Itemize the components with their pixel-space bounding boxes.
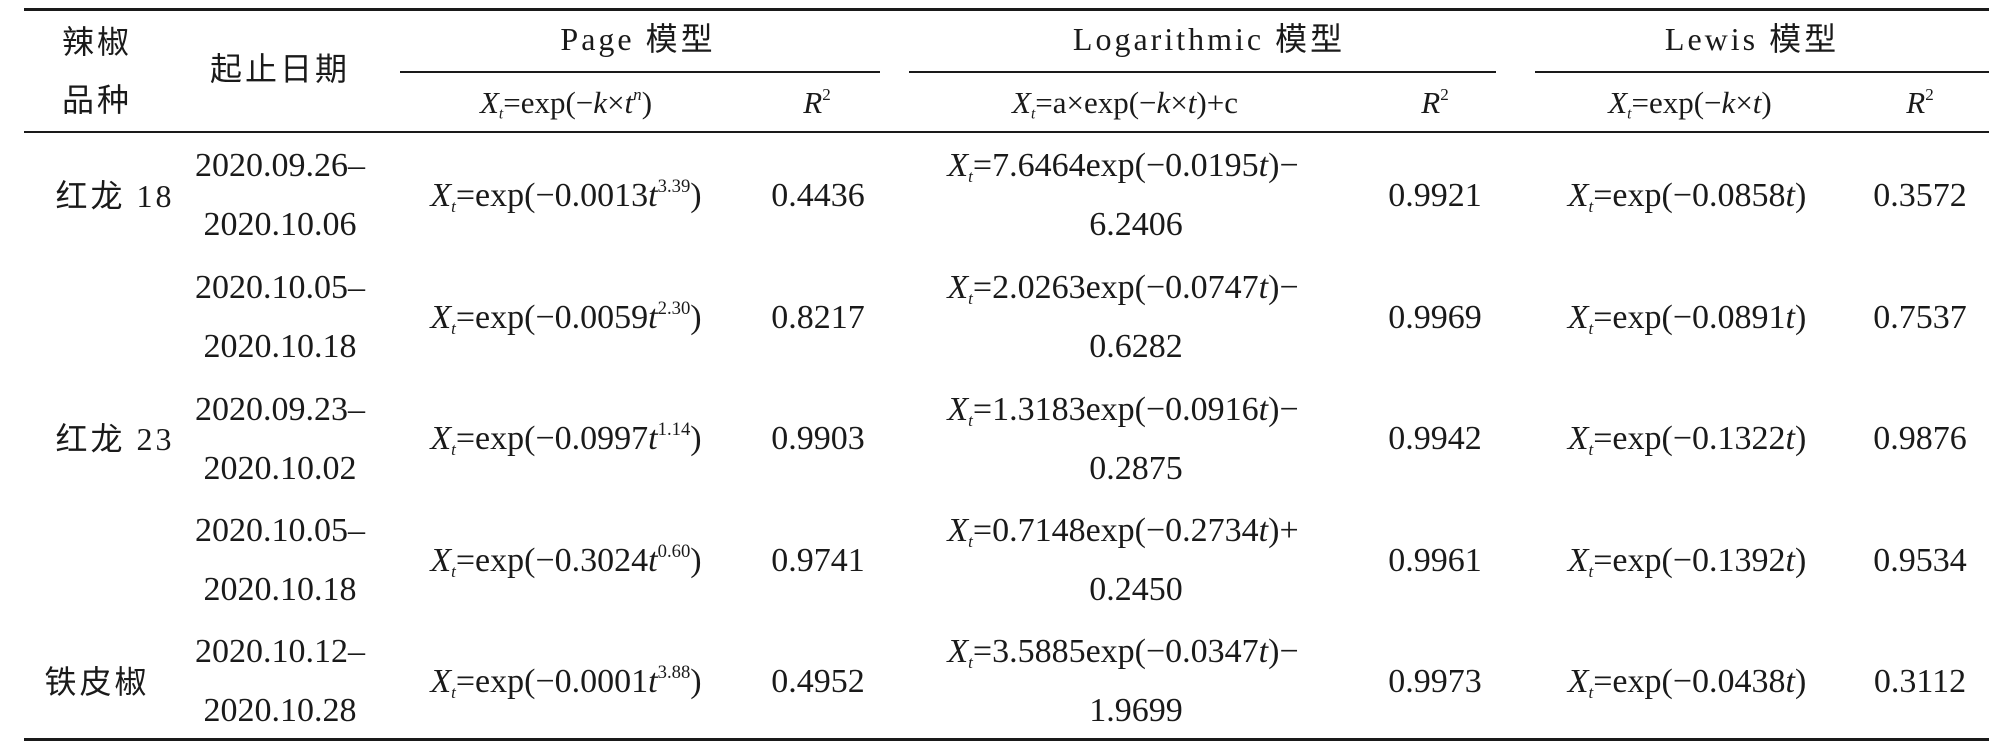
header-lewis-formula: Xt=exp(−k×t) (1608, 85, 1772, 123)
table-row-date-start: 2020.10.12– (195, 633, 365, 670)
table-row-lewis-r2: 0.9876 (1873, 420, 1967, 457)
table-row-date-end: 2020.10.06 (203, 206, 357, 243)
table-row-variety: 铁皮椒 (44, 664, 150, 700)
table-row-date-end: 2020.10.02 (203, 450, 357, 487)
table-row-variety: 红龙 23 (55, 421, 175, 457)
table-row-date-start: 2020.10.05– (195, 512, 365, 549)
header-dates: 起止日期 (209, 51, 351, 87)
table-row-log-r2: 0.9942 (1388, 420, 1482, 457)
table-row-log-formula-line1: Xt=1.3183exp(−0.0916t)− (947, 391, 1299, 430)
table-row-log-formula-line2: 1.9699 (1089, 692, 1183, 729)
table-row-date-start: 2020.09.23– (195, 391, 365, 428)
table-row-page-r2: 0.4952 (771, 663, 865, 700)
table-row-lewis-r2: 0.3112 (1873, 663, 1967, 700)
page-group-rule (400, 71, 880, 73)
table-row-page-formula: Xt=exp(−0.0997t1.14) (430, 418, 702, 459)
table-row-page-r2: 0.4436 (771, 177, 865, 214)
table-row-lewis-formula: Xt=exp(−0.0858t) (1567, 177, 1807, 216)
lewis-group-rule (1535, 71, 1989, 73)
table-row-lewis-r2: 0.3572 (1873, 177, 1967, 214)
table-row-log-formula-line1: Xt=0.7148exp(−0.2734t)+ (947, 512, 1299, 551)
table-row-date-start: 2020.10.05– (195, 269, 365, 306)
log-group-rule (909, 71, 1496, 73)
table-row-variety: 红龙 18 (55, 178, 175, 214)
header-lewis-model: Lewis 模型 (1664, 21, 1840, 57)
table-row-log-formula-line1: Xt=2.0263exp(−0.0747t)− (947, 269, 1299, 308)
table-row-date-end: 2020.10.18 (203, 571, 357, 608)
table-row-log-formula-line2: 6.2406 (1089, 206, 1183, 243)
table-row-log-formula-line2: 0.6282 (1089, 328, 1183, 365)
table-row-date-end: 2020.10.18 (203, 328, 357, 365)
table-row-lewis-formula: Xt=exp(−0.0438t) (1567, 663, 1807, 702)
table-row-lewis-formula: Xt=exp(−0.0891t) (1567, 299, 1807, 338)
table-row-page-formula: Xt=exp(−0.0001t3.88) (430, 661, 702, 702)
table-row-page-r2: 0.9741 (771, 542, 865, 579)
table-row-log-r2: 0.9921 (1388, 177, 1482, 214)
header-page-r2: R2 (803, 85, 831, 120)
table-row-lewis-formula: Xt=exp(−0.1322t) (1567, 420, 1807, 459)
table-row-log-r2: 0.9961 (1388, 542, 1482, 579)
table-row-page-formula: Xt=exp(−0.0059t2.30) (430, 297, 702, 338)
table-row-page-formula: Xt=exp(−0.0013t3.39) (430, 175, 702, 216)
table-row-page-r2: 0.8217 (771, 299, 865, 336)
table-row-lewis-r2: 0.7537 (1873, 299, 1967, 336)
table-row-log-formula-line1: Xt=7.6464exp(−0.0195t)− (947, 147, 1299, 186)
table-row-page-formula: Xt=exp(−0.3024t0.60) (430, 540, 702, 581)
table-row-log-r2: 0.9973 (1388, 663, 1482, 700)
table-row-log-formula-line2: 0.2875 (1089, 450, 1183, 487)
table-row-log-formula-line1: Xt=3.5885exp(−0.0347t)− (947, 633, 1299, 672)
header-lewis-r2: R2 (1906, 85, 1934, 120)
header-log-model: Logarithmic 模型 (1072, 21, 1346, 57)
header-page-formula: Xt=exp(−k×tn) (479, 85, 653, 123)
header-variety-line1: 辣椒 (61, 24, 133, 60)
header-bottom-rule (24, 131, 1989, 133)
header-page-model: Page 模型 (560, 21, 716, 57)
table-row-date-end: 2020.10.28 (203, 692, 357, 729)
table-row-page-r2: 0.9903 (771, 420, 865, 457)
table-row-log-formula-line2: 0.2450 (1089, 571, 1183, 608)
table-row-date-start: 2020.09.26– (195, 147, 365, 184)
top-rule (24, 8, 1989, 11)
bottom-rule (24, 738, 1989, 741)
header-variety-line2: 品种 (61, 82, 133, 118)
table-row-lewis-r2: 0.9534 (1873, 542, 1967, 579)
table-row-lewis-formula: Xt=exp(−0.1392t) (1567, 542, 1807, 581)
table-row-log-r2: 0.9969 (1388, 299, 1482, 336)
header-log-formula: Xt=a×exp(−k×t)+c (1012, 85, 1238, 123)
header-log-r2: R2 (1421, 85, 1449, 120)
